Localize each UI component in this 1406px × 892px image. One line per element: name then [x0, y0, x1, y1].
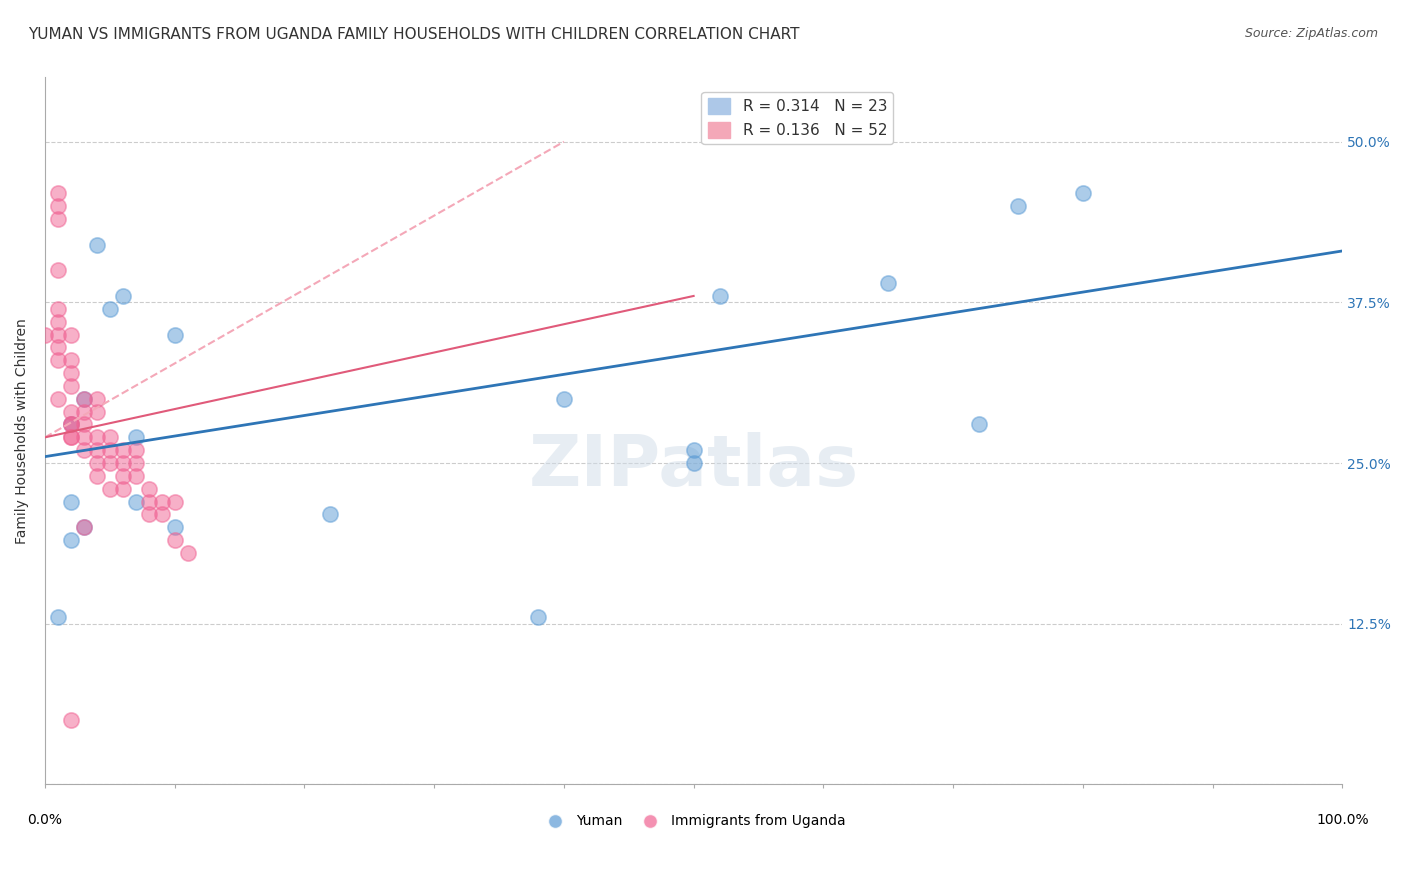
Point — [59, 713, 82, 727]
Point — [73, 443, 96, 458]
Text: 0.0%: 0.0% — [28, 813, 62, 827]
Point — [138, 482, 160, 496]
Point — [34, 327, 56, 342]
Point — [163, 327, 186, 342]
Point — [73, 392, 96, 406]
Point — [163, 533, 186, 548]
Point — [98, 430, 121, 444]
Point — [46, 315, 69, 329]
Point — [138, 508, 160, 522]
Text: Source: ZipAtlas.com: Source: ZipAtlas.com — [1244, 27, 1378, 40]
Point — [111, 469, 134, 483]
Point — [86, 469, 108, 483]
Point — [176, 546, 198, 560]
Point — [98, 301, 121, 316]
Point — [125, 443, 148, 458]
Point — [59, 404, 82, 418]
Point — [59, 430, 82, 444]
Point — [86, 392, 108, 406]
Point — [125, 430, 148, 444]
Point — [150, 508, 173, 522]
Point — [46, 199, 69, 213]
Point — [111, 456, 134, 470]
Point — [98, 456, 121, 470]
Point — [59, 430, 82, 444]
Point — [46, 327, 69, 342]
Point — [150, 494, 173, 508]
Point — [46, 211, 69, 226]
Point — [73, 404, 96, 418]
Point — [709, 289, 731, 303]
Point — [73, 430, 96, 444]
Y-axis label: Family Households with Children: Family Households with Children — [15, 318, 30, 544]
Point — [59, 533, 82, 548]
Point — [163, 520, 186, 534]
Point — [59, 379, 82, 393]
Point — [1007, 199, 1029, 213]
Point — [1071, 186, 1094, 201]
Point — [46, 301, 69, 316]
Point — [46, 392, 69, 406]
Point — [682, 456, 704, 470]
Point — [86, 430, 108, 444]
Point — [163, 494, 186, 508]
Point — [967, 417, 990, 432]
Text: ZIPatlas: ZIPatlas — [529, 432, 859, 500]
Point — [46, 610, 69, 624]
Text: YUMAN VS IMMIGRANTS FROM UGANDA FAMILY HOUSEHOLDS WITH CHILDREN CORRELATION CHAR: YUMAN VS IMMIGRANTS FROM UGANDA FAMILY H… — [28, 27, 800, 42]
Point — [86, 443, 108, 458]
Point — [527, 610, 550, 624]
Point — [111, 482, 134, 496]
Point — [98, 443, 121, 458]
Point — [46, 340, 69, 354]
Point — [125, 456, 148, 470]
Point — [86, 237, 108, 252]
Point — [125, 469, 148, 483]
Point — [98, 482, 121, 496]
Point — [877, 276, 900, 290]
Point — [73, 520, 96, 534]
Point — [59, 353, 82, 368]
Point — [59, 494, 82, 508]
Point — [86, 456, 108, 470]
Point — [125, 494, 148, 508]
Point — [138, 494, 160, 508]
Point — [319, 508, 342, 522]
Point — [59, 417, 82, 432]
Point — [59, 417, 82, 432]
Point — [553, 392, 575, 406]
Text: 100.0%: 100.0% — [1316, 813, 1368, 827]
Point — [682, 443, 704, 458]
Point — [73, 392, 96, 406]
Point — [46, 186, 69, 201]
Point — [111, 289, 134, 303]
Point — [59, 417, 82, 432]
Point — [73, 520, 96, 534]
Point — [46, 263, 69, 277]
Point — [111, 443, 134, 458]
Point — [86, 404, 108, 418]
Point — [59, 327, 82, 342]
Point — [73, 417, 96, 432]
Point — [59, 366, 82, 380]
Legend: Yuman, Immigrants from Uganda: Yuman, Immigrants from Uganda — [536, 809, 852, 834]
Point — [46, 353, 69, 368]
